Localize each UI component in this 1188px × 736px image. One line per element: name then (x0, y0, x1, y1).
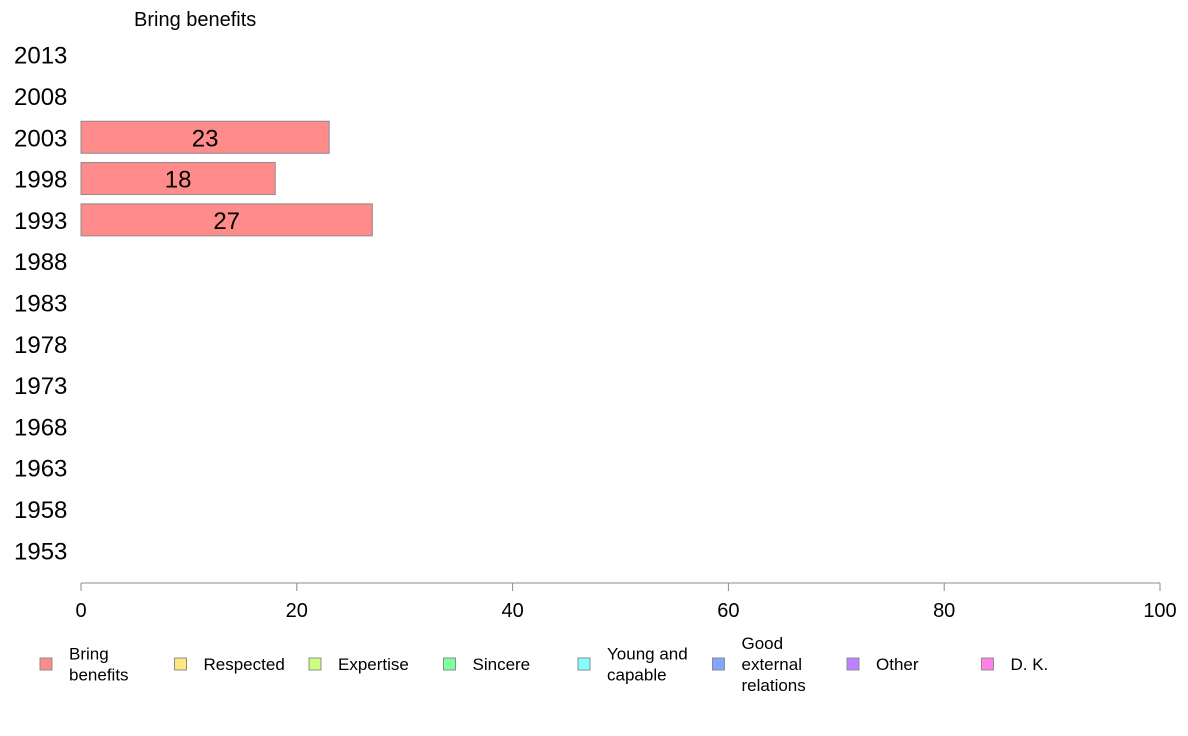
legend-swatch (39, 657, 53, 671)
legend-swatch (174, 657, 187, 671)
y-axis-ticks: 2013 2008 2003 1998 1993 1988 1983 1978 1973 1968… (14, 43, 67, 566)
x-tick-label: 20 (286, 600, 308, 622)
x-tick-label: 80 (933, 600, 955, 622)
legend-label: Good external relations (742, 634, 806, 695)
bar (80, 120, 330, 154)
y-tick-label: 1973 (14, 373, 67, 400)
legend-item: Bring benefits (39, 645, 129, 685)
bar (80, 162, 276, 196)
legend-swatch (712, 657, 725, 671)
x-tick-label: 40 (501, 600, 523, 622)
y-tick-label: 1998 (14, 167, 67, 194)
legend-item: Other (846, 655, 919, 674)
legend: Bring benefits Respected Expertise Sincere Yo… (39, 634, 1049, 695)
bar (80, 203, 373, 237)
y-tick-label: 1968 (14, 414, 67, 441)
legend-swatch (443, 657, 456, 671)
bar-value-label: 23 (192, 125, 219, 152)
y-tick-label: 1963 (14, 456, 67, 483)
legend-item: Respected (174, 655, 285, 674)
y-tick-label: 1983 (14, 290, 67, 317)
legend-item: D. K. (981, 655, 1049, 674)
legend-label: Bring benefits (69, 645, 129, 685)
y-tick-label: 1988 (14, 249, 67, 276)
y-tick-label: 1993 (14, 208, 67, 235)
y-tick-label: 2008 (14, 84, 67, 111)
legend-label: Young and capable (607, 645, 688, 685)
legend-item: Expertise (308, 655, 409, 674)
legend-swatch (577, 657, 591, 671)
x-axis: 0 20 40 60 80 100 (75, 582, 1177, 622)
legend-item: Young and capable (577, 645, 688, 685)
legend-label: Respected (204, 655, 285, 674)
legend-swatch (846, 657, 860, 671)
y-tick-label: 2013 (14, 43, 67, 70)
legend-label: Sincere (473, 655, 531, 674)
x-tick-label: 100 (1143, 600, 1176, 622)
y-tick-label: 1978 (14, 332, 67, 359)
x-tick-label: 60 (717, 600, 739, 622)
legend-label: Expertise (338, 655, 409, 674)
y-tick-label: 1958 (14, 497, 67, 524)
y-tick-label: 2003 (14, 125, 67, 152)
legend-item: Sincere (443, 655, 531, 674)
bar-value-label: 18 (165, 167, 192, 194)
legend-label: D. K. (1011, 655, 1049, 674)
legend-item: Good external relations (712, 634, 806, 695)
legend-swatch (981, 657, 994, 671)
x-tick-label: 0 (75, 600, 86, 622)
y-tick-label: 1953 (14, 538, 67, 565)
legend-label: Other (876, 655, 919, 674)
legend-swatch (308, 657, 322, 671)
panel-title: Bring benefits (134, 9, 256, 31)
bar-value-label: 27 (213, 208, 240, 235)
